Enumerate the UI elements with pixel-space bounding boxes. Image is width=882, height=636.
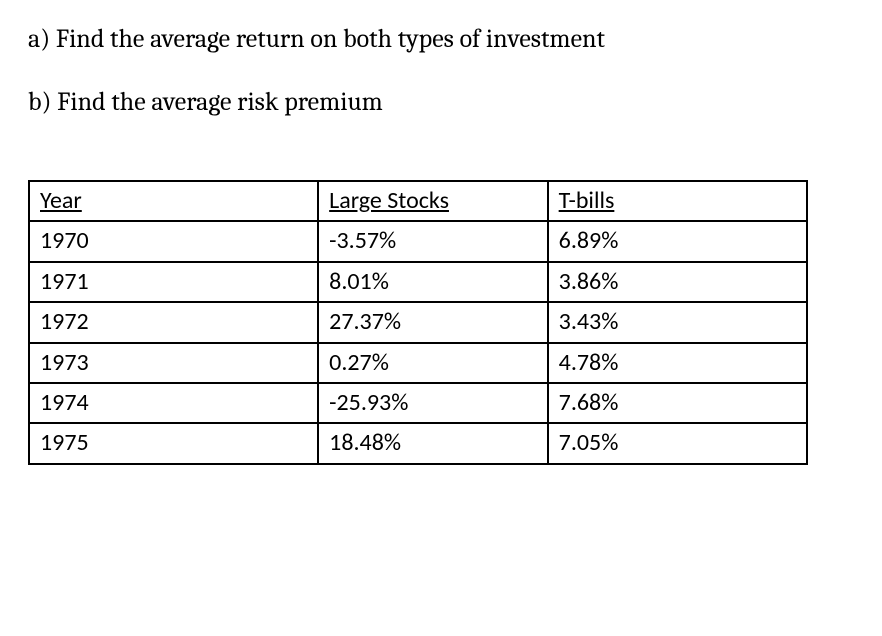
cell-year: 1975 (29, 423, 318, 463)
cell-tbills: 3.86% (548, 262, 807, 302)
question-b: b) Find the average risk premium (28, 83, 854, 122)
cell-year: 1970 (29, 221, 318, 261)
cell-stocks: 0.27% (318, 343, 548, 383)
cell-stocks: -25.93% (318, 383, 548, 423)
question-a: a) Find the average return on both types… (28, 20, 854, 59)
table-row: 1975 18.48% 7.05% (29, 423, 807, 463)
col-header-stocks: Large Stocks (318, 181, 548, 221)
cell-stocks: 8.01% (318, 262, 548, 302)
cell-tbills: 7.68% (548, 383, 807, 423)
table-header-row: Year Large Stocks T-bills (29, 181, 807, 221)
cell-tbills: 6.89% (548, 221, 807, 261)
col-header-tbills: T-bills (548, 181, 807, 221)
table-row: 1974 -25.93% 7.68% (29, 383, 807, 423)
col-header-year: Year (29, 181, 318, 221)
table-row: 1972 27.37% 3.43% (29, 302, 807, 342)
cell-year: 1974 (29, 383, 318, 423)
cell-stocks: 18.48% (318, 423, 548, 463)
table-row: 1973 0.27% 4.78% (29, 343, 807, 383)
cell-stocks: -3.57% (318, 221, 548, 261)
cell-tbills: 7.05% (548, 423, 807, 463)
cell-tbills: 4.78% (548, 343, 807, 383)
cell-tbills: 3.43% (548, 302, 807, 342)
table-row: 1970 -3.57% 6.89% (29, 221, 807, 261)
questions-block: a) Find the average return on both types… (28, 20, 854, 122)
cell-year: 1973 (29, 343, 318, 383)
cell-year: 1972 (29, 302, 318, 342)
cell-year: 1971 (29, 262, 318, 302)
cell-stocks: 27.37% (318, 302, 548, 342)
table-row: 1971 8.01% 3.86% (29, 262, 807, 302)
returns-table: Year Large Stocks T-bills 1970 -3.57% 6.… (28, 180, 808, 465)
